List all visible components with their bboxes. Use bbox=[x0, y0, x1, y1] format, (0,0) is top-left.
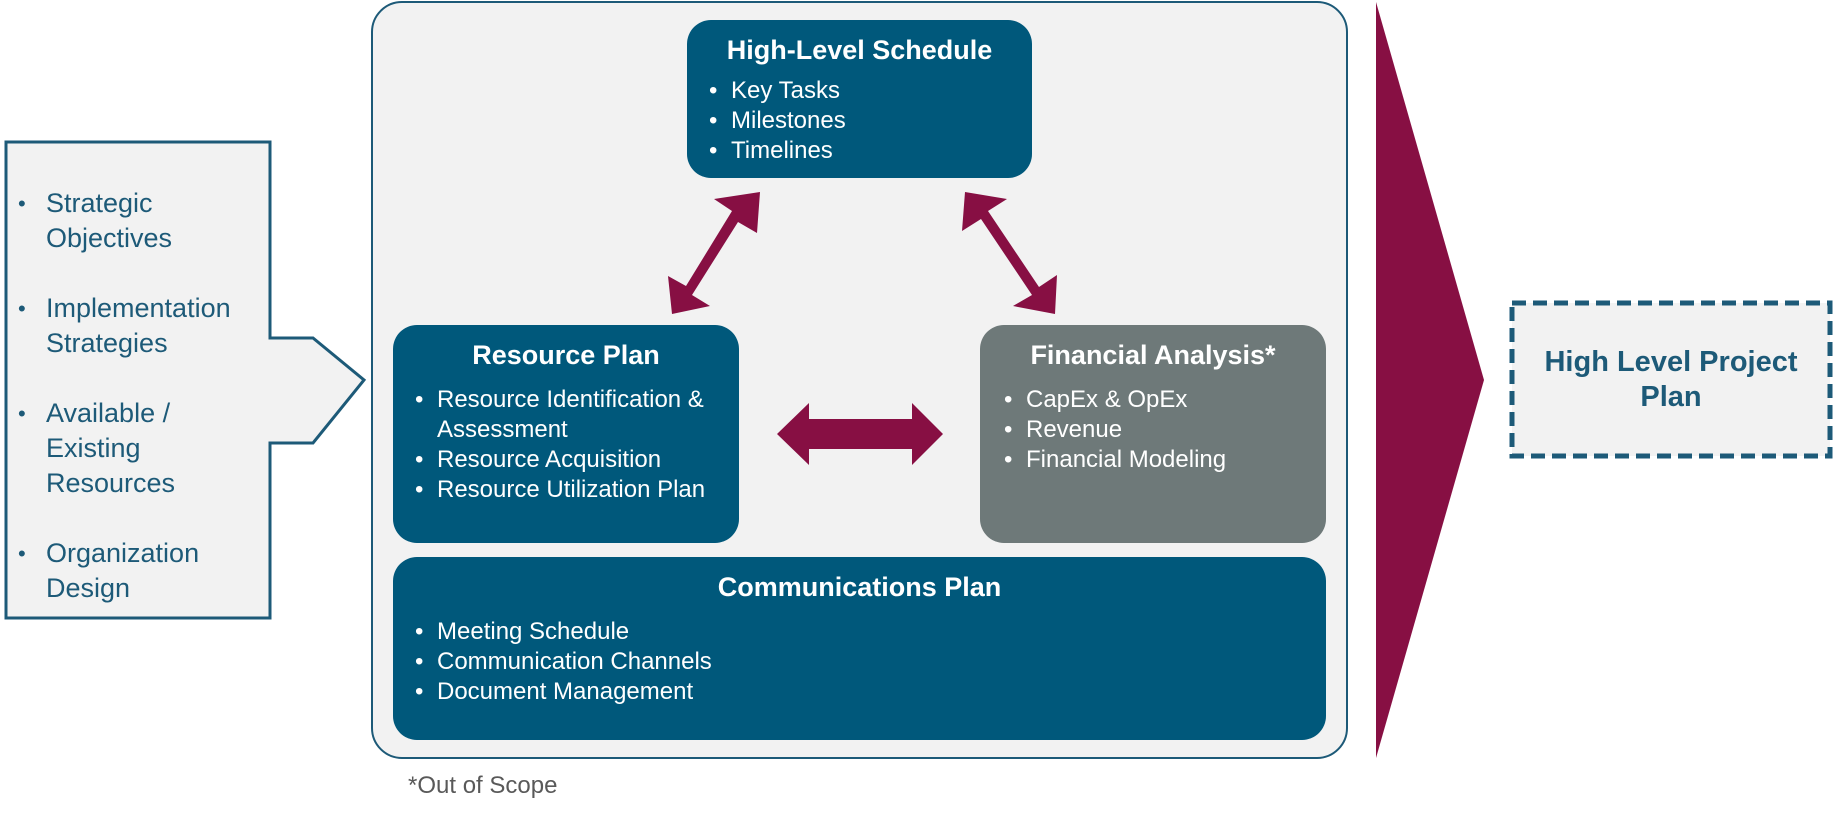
schedule-item: Key Tasks bbox=[701, 76, 1032, 106]
input-item-organization-design: Organization Design bbox=[16, 536, 256, 606]
communications-plan-list: Meeting Schedule Communication Channels … bbox=[407, 617, 1326, 707]
resource-plan-item: Resource Identification & Assessment bbox=[407, 385, 717, 445]
resource-plan-box: Resource Plan Resource Identification & … bbox=[393, 325, 739, 543]
resource-plan-list: Resource Identification & Assessment Res… bbox=[407, 385, 717, 505]
double-arrow-schedule-financial bbox=[962, 192, 1057, 314]
schedule-box: High-Level Schedule Key Tasks Milestones… bbox=[687, 20, 1032, 178]
resource-plan-item: Resource Utilization Plan bbox=[407, 475, 717, 505]
double-arrow-resource-financial bbox=[777, 403, 943, 465]
communications-plan-box: Communications Plan Meeting Schedule Com… bbox=[393, 557, 1326, 740]
schedule-item: Timelines bbox=[701, 136, 1032, 166]
footnote: *Out of Scope bbox=[408, 772, 558, 799]
double-arrow-schedule-resource bbox=[668, 192, 760, 314]
resource-plan-title: Resource Plan bbox=[472, 340, 660, 370]
communications-plan-item: Communication Channels bbox=[407, 647, 1326, 677]
inputs-list: Strategic Objectives Implementation Stra… bbox=[16, 186, 256, 641]
schedule-title: High-Level Schedule bbox=[726, 35, 993, 65]
output-label: High Level Project Plan bbox=[1544, 346, 1798, 413]
communications-plan-item: Meeting Schedule bbox=[407, 617, 1326, 647]
financial-analysis-item: CapEx & OpEx bbox=[996, 385, 1326, 415]
communications-plan-item: Document Management bbox=[407, 677, 1326, 707]
schedule-list: Key Tasks Milestones Timelines bbox=[701, 76, 1032, 166]
financial-analysis-item: Financial Modeling bbox=[996, 445, 1326, 475]
input-item-implementation-strategies: Implementation Strategies bbox=[16, 291, 256, 361]
output-triangle bbox=[1376, 2, 1484, 758]
communications-plan-title: Communications Plan bbox=[717, 572, 1002, 602]
financial-analysis-item: Revenue bbox=[996, 415, 1326, 445]
financial-analysis-list: CapEx & OpEx Revenue Financial Modeling bbox=[996, 385, 1326, 475]
schedule-item: Milestones bbox=[701, 106, 1032, 136]
input-item-strategic-objectives: Strategic Objectives bbox=[16, 186, 256, 256]
resource-plan-item: Resource Acquisition bbox=[407, 445, 717, 475]
input-item-available-resources: Available / Existing Resources bbox=[16, 396, 256, 501]
output-box bbox=[1509, 300, 1833, 459]
financial-analysis-title: Financial Analysis* bbox=[1030, 340, 1276, 370]
financial-analysis-box: Financial Analysis* CapEx & OpEx Revenue… bbox=[980, 325, 1326, 543]
